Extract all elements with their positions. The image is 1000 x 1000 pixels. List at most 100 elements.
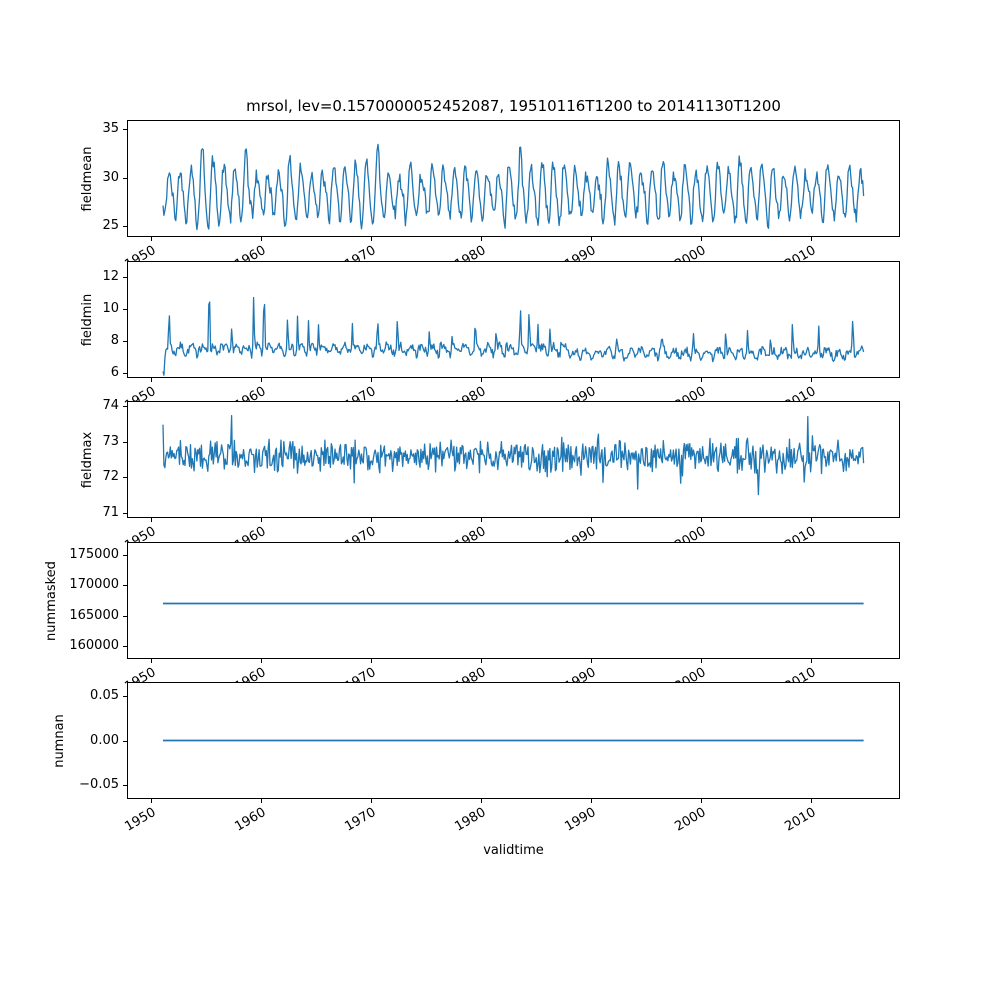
x-tick-mark [480, 378, 482, 382]
x-tick-mark [260, 237, 262, 241]
x-tick-mark [150, 659, 152, 663]
y-axis-label-fieldmin: fieldmin [80, 293, 95, 346]
x-tick-label: 1980 [452, 805, 489, 835]
y-tick-label: 175000 [69, 547, 119, 563]
x-tick-mark [260, 799, 262, 803]
y-axis-label-numnan: numnan [52, 713, 67, 768]
x-tick-label: 1980 [452, 384, 489, 414]
x-tick-label: 1970 [342, 243, 379, 273]
x-tick-mark [810, 799, 812, 803]
x-tick-mark [480, 237, 482, 241]
x-tick-label: 2000 [672, 665, 709, 695]
y-tick-mark [123, 406, 127, 408]
x-tick-mark [810, 237, 812, 241]
x-tick-label: 1990 [562, 665, 599, 695]
x-tick-mark [150, 378, 152, 382]
x-tick-mark [590, 378, 592, 382]
x-tick-mark [480, 518, 482, 522]
x-tick-mark [700, 659, 702, 663]
y-tick-label: 25 [102, 218, 119, 234]
axes-fieldmean [127, 120, 900, 237]
y-tick-label: −0.05 [79, 777, 119, 793]
x-tick-mark [590, 799, 592, 803]
y-tick-label: 165000 [69, 607, 119, 623]
x-tick-label: 2010 [782, 665, 819, 695]
x-tick-label: 1990 [562, 805, 599, 835]
x-tick-label: 1990 [562, 243, 599, 273]
x-tick-mark [370, 378, 372, 382]
y-tick-label: 74 [102, 398, 119, 414]
x-tick-mark [370, 518, 372, 522]
series-line-numnan [163, 739, 864, 742]
y-tick-label: 12 [102, 269, 119, 285]
x-tick-label: 1970 [342, 805, 379, 835]
series-line-fieldmax [162, 414, 865, 496]
y-tick-label: 0.05 [90, 687, 119, 703]
y-tick-label: 35 [102, 120, 119, 136]
y-tick-mark [123, 645, 127, 647]
x-tick-label: 1990 [562, 524, 599, 554]
x-tick-mark [590, 237, 592, 241]
y-tick-mark [123, 740, 127, 742]
y-tick-mark [123, 785, 127, 787]
y-axis-label-nummasked: nummasked [44, 560, 59, 641]
x-tick-mark [700, 378, 702, 382]
x-tick-label: 2000 [672, 524, 709, 554]
x-tick-mark [480, 659, 482, 663]
y-tick-label: 8 [110, 333, 119, 349]
x-tick-mark [370, 659, 372, 663]
y-tick-label: 71 [102, 504, 119, 520]
y-tick-label: 30 [102, 169, 119, 185]
y-tick-label: 170000 [69, 577, 119, 593]
x-tick-mark [260, 378, 262, 382]
series-line-fieldmean [162, 143, 865, 231]
x-tick-label: 1950 [121, 524, 159, 554]
x-tick-label: 1950 [121, 665, 159, 695]
y-tick-mark [123, 585, 127, 587]
x-tick-label: 1990 [562, 384, 599, 414]
x-tick-mark [700, 237, 702, 241]
axes-fieldmin [127, 261, 900, 378]
y-tick-mark [123, 512, 127, 514]
x-tick-label: 2010 [782, 805, 819, 835]
x-tick-mark [480, 799, 482, 803]
x-tick-mark [810, 659, 812, 663]
x-tick-label: 1950 [121, 805, 159, 835]
x-tick-mark [590, 518, 592, 522]
x-tick-mark [150, 799, 152, 803]
x-tick-mark [150, 518, 152, 522]
y-tick-mark [123, 477, 127, 479]
x-tick-mark [370, 237, 372, 241]
axes-fieldmax [127, 401, 900, 518]
y-tick-label: 73 [102, 433, 119, 449]
y-tick-mark [123, 341, 127, 343]
series-line-nummasked [163, 602, 864, 605]
x-tick-mark [260, 518, 262, 522]
x-tick-mark [700, 518, 702, 522]
x-tick-mark [810, 518, 812, 522]
y-tick-mark [123, 309, 127, 311]
axes-numnan [127, 682, 900, 799]
y-tick-mark [123, 615, 127, 617]
x-tick-mark [590, 659, 592, 663]
y-tick-mark [123, 441, 127, 443]
x-tick-label: 2010 [782, 243, 819, 273]
y-tick-mark [123, 555, 127, 557]
x-tick-label: 1980 [452, 524, 489, 554]
y-tick-mark [123, 226, 127, 228]
x-tick-label: 2000 [672, 805, 709, 835]
y-tick-mark [123, 695, 127, 697]
y-tick-mark [123, 128, 127, 130]
x-tick-label: 2000 [672, 384, 709, 414]
x-tick-label: 1950 [121, 243, 159, 273]
x-tick-label: 1950 [121, 384, 159, 414]
axes-nummasked [127, 542, 900, 659]
x-tick-label: 1960 [232, 665, 269, 695]
series-line-fieldmin [162, 296, 865, 376]
x-tick-mark [370, 799, 372, 803]
x-tick-label: 1970 [342, 665, 379, 695]
x-tick-label: 2000 [672, 243, 709, 273]
y-axis-label-fieldmean: fieldmean [80, 146, 95, 211]
x-tick-label: 2010 [782, 384, 819, 414]
